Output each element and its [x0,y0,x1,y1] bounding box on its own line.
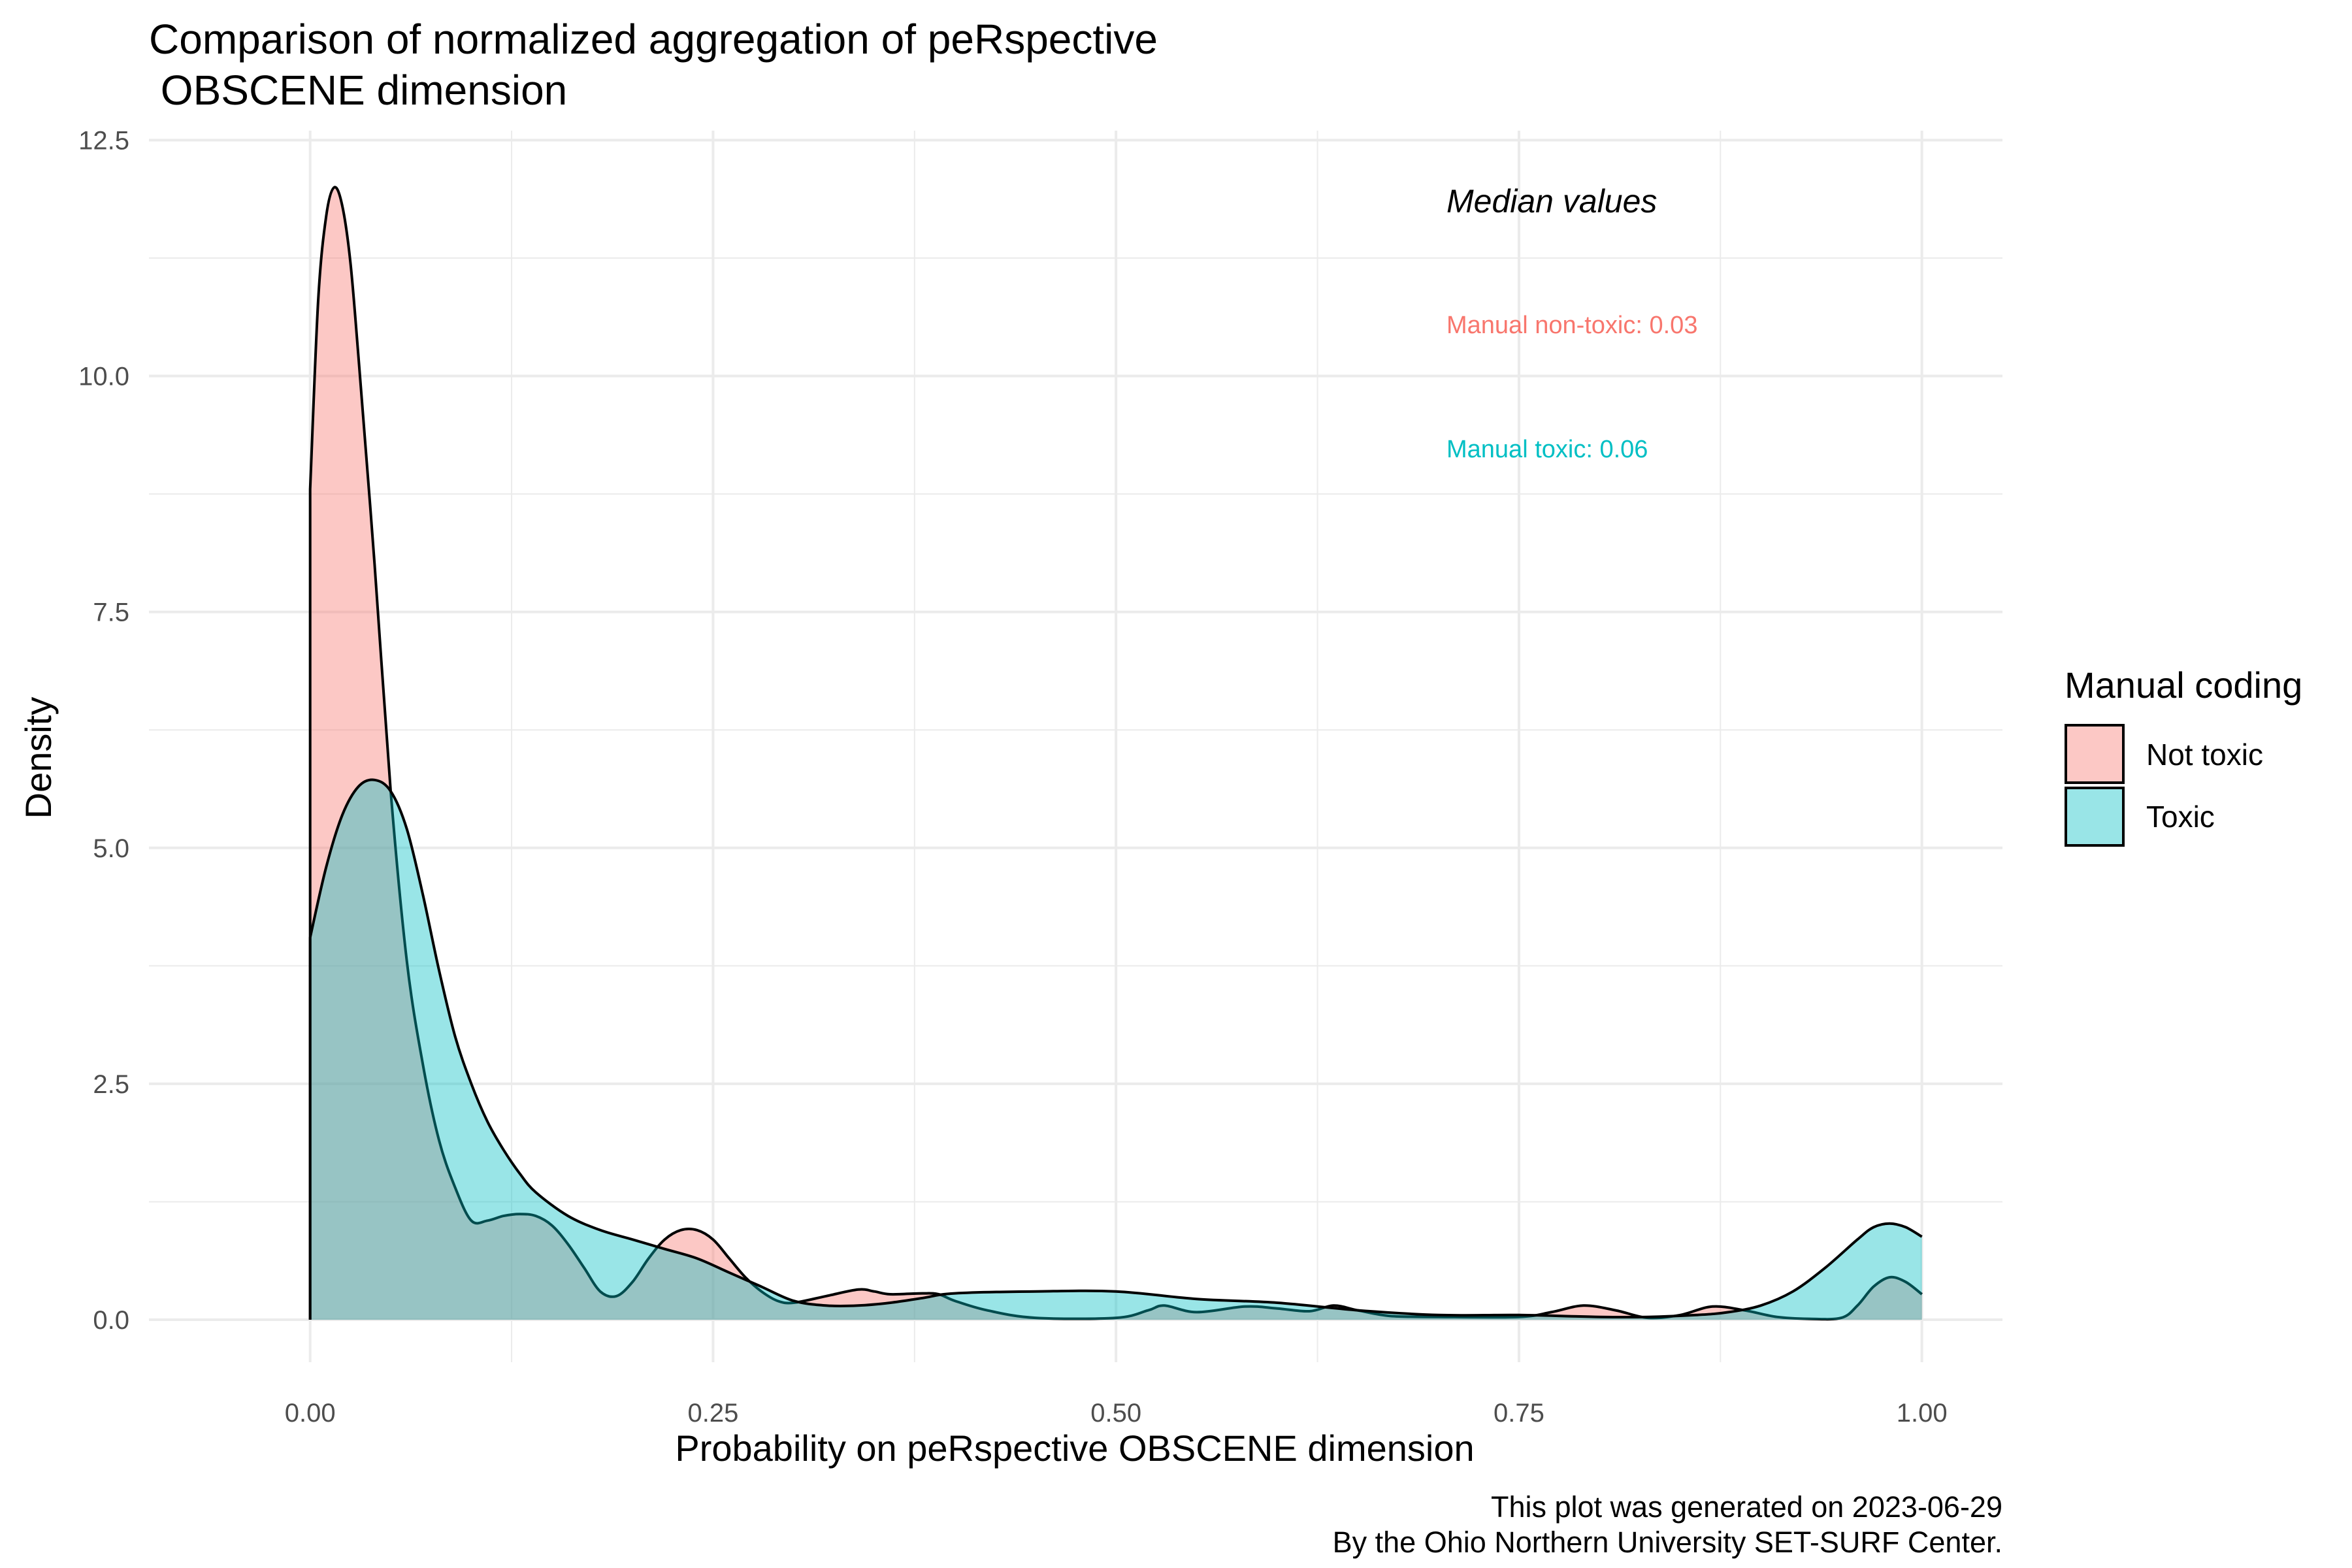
x-tick-label: 0.00 [285,1399,336,1428]
median-non-toxic-label: Manual non-toxic: 0.03 [1446,312,1697,339]
y-axis-label: Density [18,697,59,819]
legend-label-toxic: Toxic [2146,800,2215,834]
y-tick-labels: 0.0 2.5 5.0 7.5 10.0 12.5 [78,126,129,1335]
x-tick-labels: 0.00 0.25 0.50 0.75 1.00 [285,1399,1948,1428]
legend-swatch-not-toxic [2065,724,2125,784]
y-tick-label: 12.5 [78,126,129,155]
density-outline-toxic [308,778,1923,1320]
density-area-toxic [310,779,1922,1320]
y-tick-label: 10.0 [78,363,129,391]
chart-title-line1: Comparison of normalized aggregation of … [149,16,1158,63]
density-outline-not-toxic [308,186,1923,1321]
y-tick-label: 7.5 [93,598,129,627]
x-tick-label: 0.25 [688,1399,739,1428]
legend-title: Manual coding [2065,664,2302,706]
x-tick-label: 0.75 [1494,1399,1544,1428]
grid-lines [149,131,2002,1362]
y-tick-label: 0.0 [93,1306,129,1335]
x-axis-label: Probability on peRspective OBSCENE dimen… [675,1428,1474,1469]
y-tick-label: 2.5 [93,1070,129,1099]
density-areas [308,186,1923,1321]
median-toxic-label: Manual toxic: 0.06 [1446,436,1648,463]
x-tick-label: 0.50 [1090,1399,1141,1428]
caption-line2: By the Ohio Northern University SET-SURF… [1333,1526,2002,1559]
legend-label-not-toxic: Not toxic [2146,738,2263,772]
median-values-heading: Median values [1446,183,1657,220]
legend-swatch-toxic [2065,787,2125,847]
y-tick-label: 5.0 [93,834,129,863]
caption-line1: This plot was generated on 2023-06-29 [1491,1490,2002,1524]
legend: Manual coding Not toxic Toxic [2065,664,2302,847]
x-tick-label: 1.00 [1897,1399,1948,1428]
chart-title-line2: OBSCENE dimension [149,67,567,114]
